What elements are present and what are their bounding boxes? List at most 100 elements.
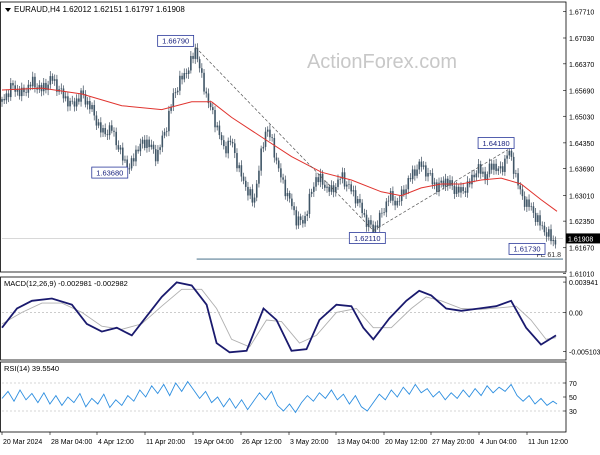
candle-body bbox=[172, 93, 175, 107]
candle-body bbox=[89, 101, 91, 110]
candle-body bbox=[389, 191, 392, 201]
candle-body bbox=[394, 200, 396, 206]
candle-body bbox=[240, 165, 243, 177]
candle-body bbox=[504, 158, 506, 172]
candle-body bbox=[121, 147, 124, 161]
candle-body bbox=[69, 100, 71, 107]
x-tick-label: 20 Mar 2024 bbox=[3, 439, 42, 446]
candle-body bbox=[526, 199, 528, 207]
candle-body bbox=[532, 206, 535, 213]
candle-body bbox=[409, 178, 412, 180]
candle-body bbox=[280, 168, 282, 178]
candle-body bbox=[398, 200, 401, 202]
candle-body bbox=[277, 160, 280, 169]
candle-body bbox=[20, 87, 23, 97]
macd-label: MACD(12,26,9) -0.002981 -0.002982 bbox=[4, 279, 128, 288]
candle-body bbox=[488, 163, 491, 175]
candle-body bbox=[486, 174, 489, 181]
candle-body bbox=[244, 180, 247, 187]
candle-body bbox=[363, 213, 366, 215]
x-tick-label: 11 Apr 20:00 bbox=[146, 439, 185, 446]
candle-body bbox=[181, 75, 183, 80]
candle-body bbox=[231, 141, 234, 144]
candle-body bbox=[253, 197, 256, 203]
candle-body bbox=[14, 85, 16, 92]
y-tick-label: 1.61670 bbox=[569, 246, 594, 253]
candle-body bbox=[330, 185, 333, 192]
candle-body bbox=[148, 139, 150, 148]
candle-body bbox=[97, 122, 100, 126]
y-tick-label: -0.005103 bbox=[569, 350, 600, 357]
level-label: 1.66790 bbox=[157, 34, 195, 47]
trendline bbox=[373, 149, 509, 231]
candle-body bbox=[152, 144, 155, 150]
candle-body bbox=[339, 179, 341, 180]
level-label-text: 1.63680 bbox=[96, 168, 123, 177]
candle-body bbox=[196, 48, 199, 60]
candle-body bbox=[473, 174, 475, 178]
candle-body bbox=[161, 135, 164, 148]
candle-body bbox=[106, 134, 109, 136]
y-tick-label: 1.63690 bbox=[569, 167, 594, 174]
y-tick-label: 1.66370 bbox=[569, 62, 594, 69]
candle-body bbox=[165, 131, 168, 133]
x-tick-label: 27 May 20:00 bbox=[432, 439, 475, 446]
candle-body bbox=[343, 172, 346, 187]
candle-body bbox=[73, 101, 76, 107]
candle-body bbox=[75, 98, 78, 107]
last-price-text: 1.61908 bbox=[568, 236, 593, 243]
y-tick-label: 1.65030 bbox=[569, 114, 594, 121]
candle-body bbox=[163, 132, 166, 136]
candle-body bbox=[23, 87, 25, 93]
candle-body bbox=[429, 172, 432, 174]
y-tick-label: 1.67030 bbox=[569, 36, 594, 43]
candle-body bbox=[137, 149, 139, 152]
candle-body bbox=[372, 224, 374, 234]
candle-body bbox=[18, 89, 21, 97]
candle-body bbox=[493, 163, 495, 170]
candle-body bbox=[135, 149, 137, 162]
candle-body bbox=[297, 216, 300, 226]
candle-body bbox=[552, 239, 555, 242]
candle-body bbox=[484, 171, 486, 181]
candle-body bbox=[477, 164, 480, 174]
candle-body bbox=[7, 93, 10, 98]
candle-body bbox=[378, 212, 381, 228]
candle-body bbox=[282, 177, 284, 180]
candle-body bbox=[304, 216, 306, 224]
candle-body bbox=[201, 68, 203, 73]
y-tick-label: 70 bbox=[569, 381, 577, 388]
candle-body bbox=[317, 177, 320, 183]
level-label: 1.62110 bbox=[348, 232, 386, 244]
candle-body bbox=[479, 164, 482, 174]
candle-body bbox=[433, 182, 436, 185]
candle-body bbox=[5, 93, 8, 101]
candle-body bbox=[425, 165, 427, 177]
last-price-tag: 1.61908 bbox=[566, 233, 600, 244]
candle-body bbox=[95, 115, 98, 126]
candle-body bbox=[242, 176, 245, 181]
y-tick-label: 1.61010 bbox=[569, 272, 594, 279]
candle-body bbox=[183, 73, 186, 80]
candle-body bbox=[229, 140, 232, 142]
candle-body bbox=[31, 76, 34, 87]
candle-body bbox=[141, 139, 144, 144]
candle-body bbox=[117, 145, 120, 150]
candle-body bbox=[403, 189, 405, 195]
candle-body bbox=[392, 191, 394, 201]
level-label-text: 1.61730 bbox=[513, 245, 540, 254]
candle-body bbox=[517, 173, 519, 186]
candle-body bbox=[56, 79, 58, 92]
candle-body bbox=[501, 166, 504, 172]
candle-body bbox=[45, 82, 47, 91]
candle-body bbox=[345, 184, 348, 187]
candle-body bbox=[541, 225, 544, 227]
candle-body bbox=[119, 147, 122, 150]
candle-body bbox=[266, 129, 269, 132]
candle-body bbox=[521, 189, 524, 197]
candle-body bbox=[53, 79, 56, 81]
candle-body bbox=[29, 84, 32, 87]
candle-body bbox=[113, 130, 115, 132]
level-label: 1.63680 bbox=[91, 166, 129, 179]
